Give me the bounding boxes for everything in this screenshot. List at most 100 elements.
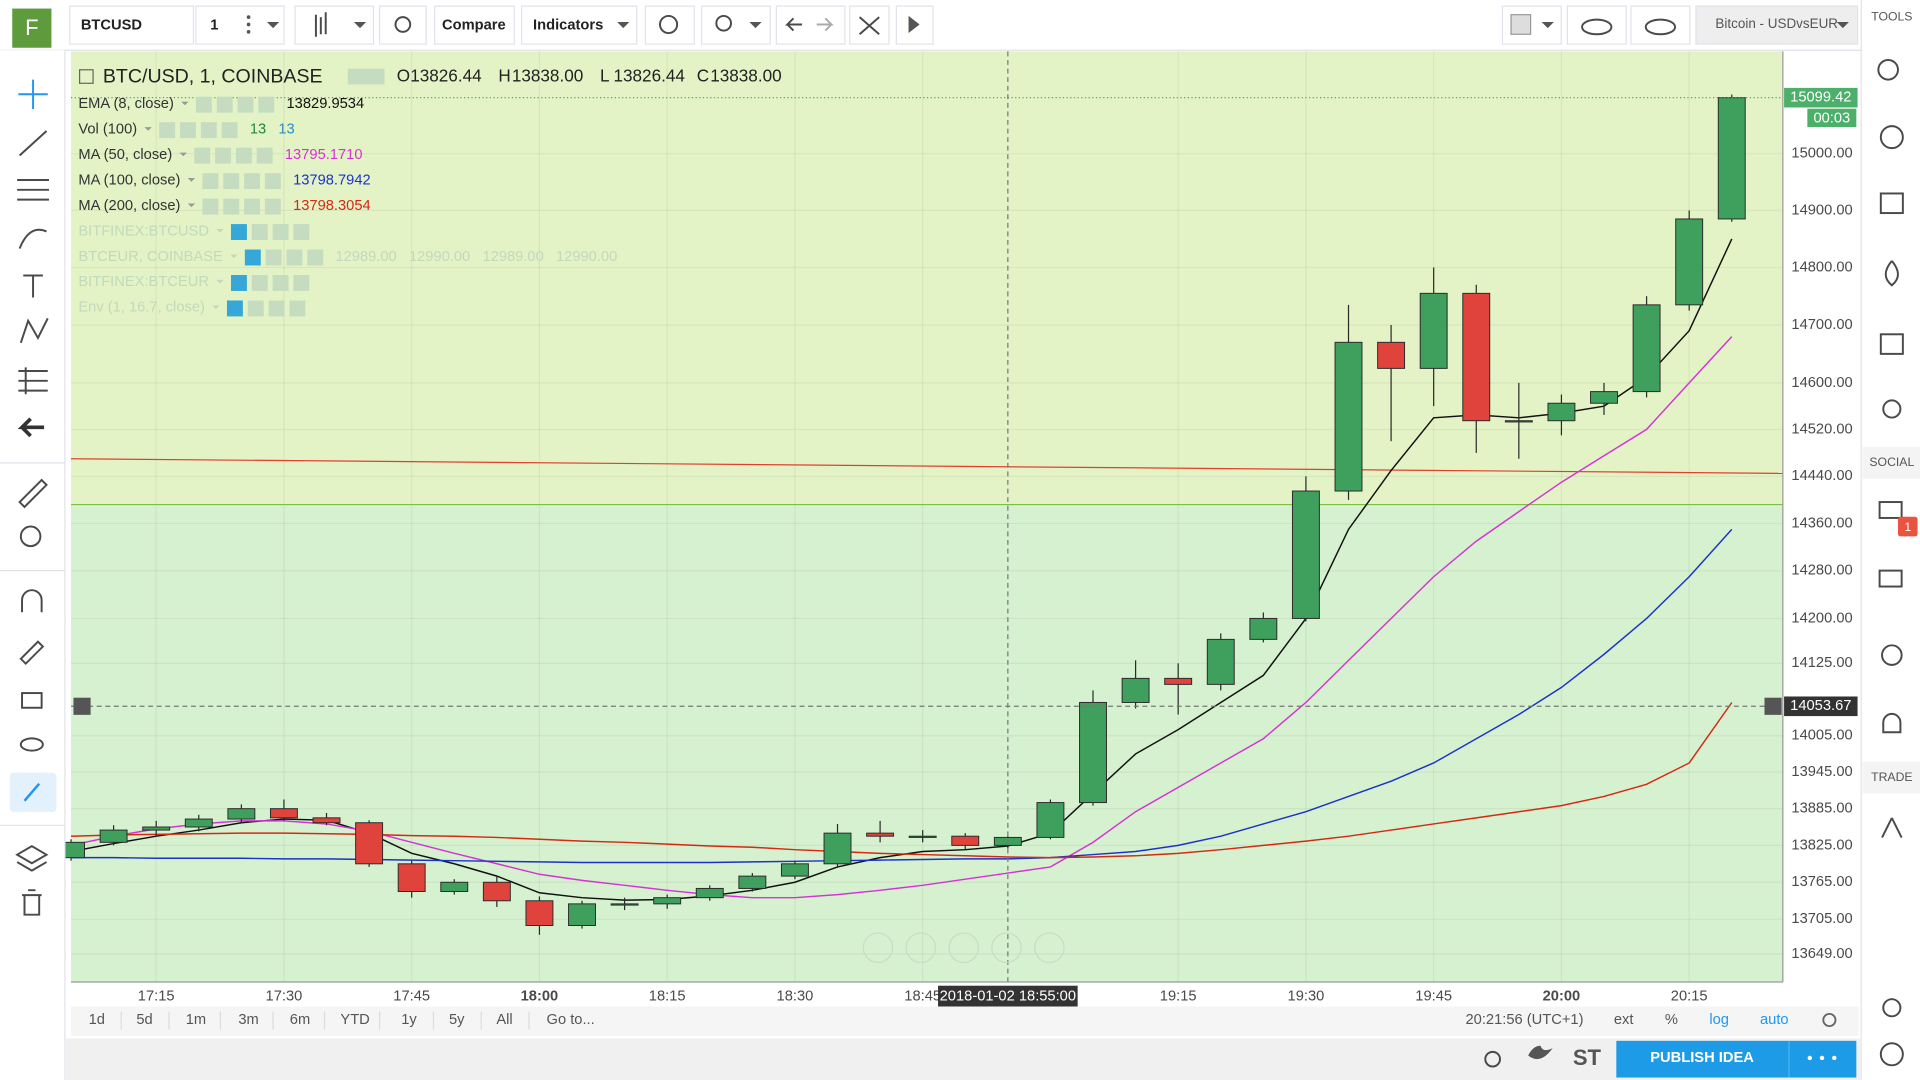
calendar-icon[interactable] (1879, 333, 1904, 355)
watchlist-icon[interactable] (1879, 192, 1904, 215)
study-icon[interactable] (195, 96, 212, 113)
interval-box[interactable] (195, 5, 285, 45)
ideas-icon[interactable] (1882, 399, 1902, 419)
study-icon[interactable] (256, 147, 273, 164)
cursor-tool[interactable] (18, 79, 48, 109)
dropdown[interactable] (353, 22, 367, 29)
back-tool[interactable] (17, 417, 45, 438)
magnet-tool[interactable] (21, 589, 43, 613)
snapshot-icon[interactable] (1484, 1050, 1501, 1068)
indicators-button[interactable] (521, 5, 638, 45)
ideas-button[interactable] (701, 5, 771, 45)
publish-button[interactable] (1616, 1040, 1857, 1078)
study-icon[interactable] (223, 198, 240, 215)
study-icon[interactable] (289, 300, 306, 317)
dropdown[interactable] (187, 178, 196, 182)
measure-tool[interactable] (18, 478, 48, 509)
lock-tool[interactable] (21, 692, 43, 709)
hotlist-icon[interactable] (1884, 260, 1899, 287)
dropdown[interactable] (179, 152, 187, 157)
range-button[interactable]: 3m (238, 1012, 258, 1028)
brush-tool[interactable] (18, 228, 47, 249)
dropdown[interactable] (144, 127, 152, 131)
study-icon[interactable] (194, 147, 211, 164)
alert-button[interactable] (644, 5, 695, 45)
range-button[interactable]: 5y (449, 1012, 465, 1028)
study-icon[interactable] (258, 96, 275, 113)
study-icon[interactable] (307, 249, 324, 266)
study-icon[interactable] (272, 275, 289, 291)
study-icon[interactable] (251, 275, 268, 291)
scale-option[interactable]: auto (1760, 1012, 1789, 1028)
stay-drawing[interactable] (19, 640, 45, 666)
study-icon[interactable] (268, 300, 285, 317)
scale-option[interactable]: % (1665, 1012, 1678, 1028)
study-icon[interactable] (247, 300, 264, 317)
study-icon[interactable] (202, 198, 219, 215)
legend-icons[interactable] (347, 68, 385, 85)
dropdown[interactable] (617, 22, 630, 29)
dropdown[interactable] (1541, 22, 1554, 29)
logo[interactable] (12, 8, 52, 48)
range-button[interactable]: Go to... (547, 1012, 595, 1028)
messages-icon[interactable] (1878, 569, 1903, 588)
dropdown[interactable] (1836, 22, 1849, 29)
study-icon[interactable] (230, 275, 247, 291)
scroll-left[interactable] (862, 932, 894, 964)
trade-icon[interactable] (1881, 817, 1903, 838)
study-icon[interactable] (264, 198, 281, 215)
study-icon[interactable] (265, 249, 282, 266)
cloud-save[interactable] (1630, 5, 1691, 45)
study-icon[interactable] (200, 122, 217, 139)
scale-option[interactable]: log (1709, 1012, 1729, 1028)
dropdown[interactable] (187, 203, 196, 208)
chat-icon[interactable] (1878, 501, 1903, 519)
plus-box[interactable] (73, 697, 91, 715)
range-button[interactable]: YTD (340, 1012, 369, 1028)
notifications-icon[interactable] (1882, 712, 1902, 734)
dropdown[interactable] (216, 228, 224, 233)
range-button[interactable]: 1m (186, 1012, 206, 1028)
study-icon[interactable] (223, 173, 240, 190)
twitter-icon[interactable] (1528, 1045, 1553, 1060)
dropdown[interactable] (212, 305, 220, 310)
study-icon[interactable] (286, 249, 303, 266)
fib-tool[interactable] (17, 179, 49, 201)
study-icon[interactable] (159, 122, 176, 139)
study-icon[interactable] (237, 96, 254, 113)
dropdown[interactable] (266, 22, 280, 29)
study-icon[interactable] (230, 224, 247, 240)
compare-button[interactable] (434, 5, 515, 45)
settings[interactable] (378, 5, 427, 45)
study-icon[interactable] (216, 96, 233, 113)
alarm-icon[interactable] (1879, 125, 1904, 150)
help-icon[interactable] (1879, 1042, 1904, 1067)
dropdown[interactable] (216, 279, 224, 284)
trend-tool[interactable] (18, 130, 48, 157)
zoom-out[interactable] (905, 932, 937, 964)
pattern-tool[interactable] (19, 317, 49, 344)
scale-option[interactable]: ext (1614, 1012, 1634, 1028)
collapse-icon[interactable] (78, 69, 94, 84)
study-icon[interactable] (215, 147, 232, 164)
range-button[interactable]: 5d (136, 1012, 152, 1028)
symbol-box[interactable] (69, 5, 195, 45)
study-icon[interactable] (293, 275, 310, 291)
range-button[interactable]: 6m (290, 1012, 310, 1028)
study-icon[interactable] (202, 173, 219, 190)
study-icon[interactable] (180, 122, 196, 139)
study-icon[interactable] (251, 224, 268, 240)
streams-icon[interactable] (1881, 644, 1903, 666)
scroll-right[interactable] (1034, 932, 1065, 964)
range-button[interactable]: 1y (401, 1012, 417, 1028)
dropdown[interactable] (749, 22, 762, 29)
search-icon[interactable] (1877, 59, 1899, 81)
study-icon[interactable] (293, 224, 310, 240)
redo-icon[interactable] (816, 17, 834, 32)
study-icon[interactable] (244, 198, 261, 215)
zoom-tool[interactable] (19, 525, 42, 548)
reset[interactable] (948, 932, 979, 964)
delete-tool[interactable] (22, 889, 42, 916)
range-button[interactable]: 1d (89, 1012, 105, 1028)
visibility-tool[interactable] (19, 737, 44, 752)
